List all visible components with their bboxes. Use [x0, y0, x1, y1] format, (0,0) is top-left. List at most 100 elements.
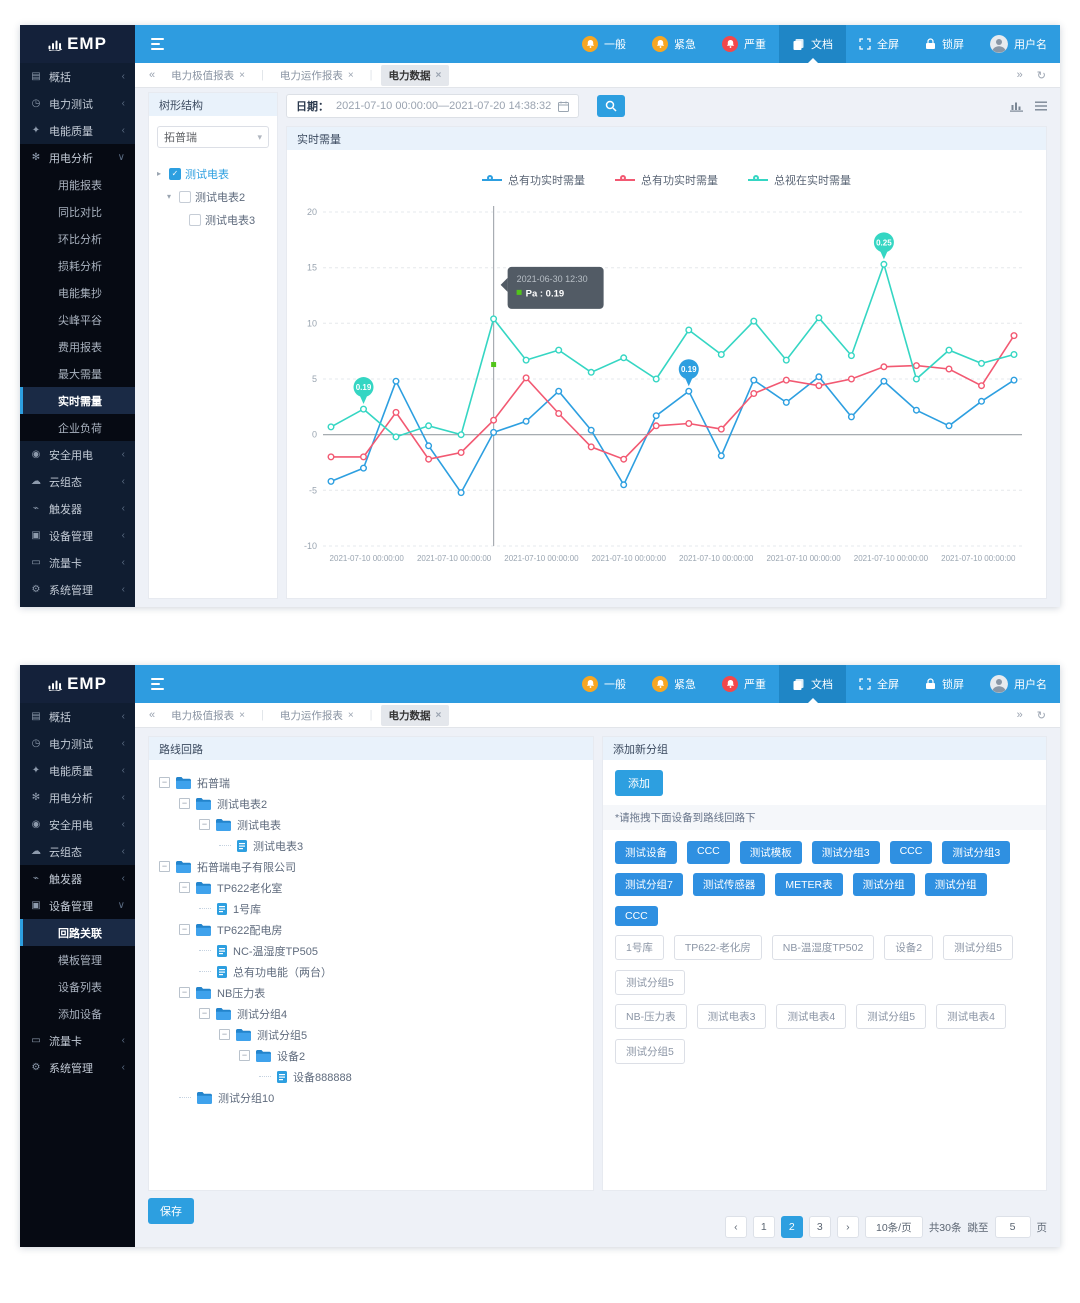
device-tag-测试分组3[interactable]: 测试分组3	[811, 841, 880, 864]
sidebar-item-安全用电[interactable]: ◉ 安全用电 ‹	[20, 441, 135, 468]
sidebar-subitem-同比对比[interactable]: 同比对比	[58, 206, 102, 219]
alert-item-alert-critical[interactable]: 严重	[709, 25, 779, 63]
tab-close-icon[interactable]: ×	[239, 709, 245, 721]
legend-item-2[interactable]: 总视在实时需量	[748, 172, 851, 188]
add-button[interactable]: 添加	[615, 770, 663, 796]
route-node-测试分组10[interactable]: 测试分组10	[179, 1087, 583, 1108]
alert-item-alert-urgent[interactable]: 紧急	[639, 25, 709, 63]
menu-item-docs[interactable]: 文档	[779, 665, 846, 703]
sidebar-subitem-回路关联[interactable]: 回路关联	[20, 919, 135, 946]
tab-电力极值报表[interactable]: 电力极值报表 ×	[163, 705, 253, 726]
tabs-collapse-icon[interactable]: «	[149, 69, 156, 81]
collapse-box-icon[interactable]: −	[199, 819, 210, 830]
route-node-拓普瑞电子有限公司[interactable]: − 拓普瑞电子有限公司	[159, 856, 583, 877]
tabs-expand-icon[interactable]: »	[1016, 708, 1023, 721]
alert-item-alert-general[interactable]: 一般	[569, 25, 639, 63]
device-tag-CCC[interactable]: CCC	[615, 906, 658, 926]
sidebar-item-用电分析[interactable]: ✻ 用电分析 ∨	[20, 144, 135, 171]
collapse-box-icon[interactable]: −	[219, 1029, 230, 1040]
route-node-拓普瑞[interactable]: − 拓普瑞	[159, 772, 583, 793]
sidebar-item-触发器[interactable]: ⌁ 触发器 ‹	[20, 495, 135, 522]
tab-电力数据[interactable]: 电力数据 ×	[380, 64, 450, 86]
sidebar-item-概括[interactable]: ▤ 概括 ‹	[20, 703, 135, 730]
chart-view-icon[interactable]	[1010, 101, 1023, 112]
device-tag-METER表[interactable]: METER表	[775, 873, 843, 896]
device-tag-NB-温湿度TP502[interactable]: NB-温湿度TP502	[771, 935, 875, 960]
tab-电力运作报表[interactable]: 电力运作报表 ×	[272, 65, 362, 86]
sidebar-subitem-尖峰平谷[interactable]: 尖峰平谷	[58, 314, 102, 327]
menu-item-docs[interactable]: 文档	[779, 25, 846, 63]
tab-close-icon[interactable]: ×	[239, 69, 245, 81]
tab-电力极值报表[interactable]: 电力极值报表 ×	[163, 65, 253, 86]
checkbox[interactable]: ✓	[169, 167, 181, 180]
arrow-down-icon[interactable]: ▾	[167, 192, 172, 201]
table-view-icon[interactable]	[1035, 101, 1047, 111]
sidebar-item-流量卡[interactable]: ▭ 流量卡 ‹	[20, 549, 135, 576]
tree-node-测试电表[interactable]: ▸ ✓ 测试电表	[157, 162, 269, 185]
device-tag-测试分组5[interactable]: 测试分组5	[943, 935, 1013, 960]
alert-item-alert-urgent[interactable]: 紧急	[639, 665, 709, 703]
route-node-测试分组5[interactable]: − 测试分组5	[219, 1024, 583, 1045]
alert-item-alert-critical[interactable]: 严重	[709, 665, 779, 703]
route-node-总有功电能（两台）[interactable]: 总有功电能（两台）	[199, 961, 583, 982]
sidebar-item-电能质量[interactable]: ✦ 电能质量 ‹	[20, 757, 135, 784]
tree-node-测试电表2[interactable]: ▾ 测试电表2	[167, 185, 269, 208]
sidebar-item-云组态[interactable]: ☁ 云组态 ‹	[20, 838, 135, 865]
legend-item-0[interactable]: 总有功实时需量	[482, 172, 585, 188]
device-tag-NB-压力表[interactable]: NB-压力表	[615, 1004, 687, 1029]
checkbox[interactable]	[189, 213, 201, 226]
device-tag-测试传感器[interactable]: 测试传感器	[692, 873, 766, 896]
tab-close-icon[interactable]: ×	[435, 709, 442, 721]
sidebar-item-电能质量[interactable]: ✦ 电能质量 ‹	[20, 117, 135, 144]
device-tag-CCC[interactable]: CCC	[687, 841, 730, 864]
menu-item-fullscreen[interactable]: 全屏	[846, 25, 912, 63]
page-button-2[interactable]: 2	[780, 1216, 803, 1238]
refresh-icon[interactable]: ↻	[1036, 709, 1046, 722]
tab-close-icon[interactable]: ×	[435, 69, 442, 81]
sidebar-item-概括[interactable]: ▤ 概括 ‹	[20, 63, 135, 90]
route-node-测试电表[interactable]: − 测试电表	[199, 814, 583, 835]
tab-电力数据[interactable]: 电力数据 ×	[380, 704, 450, 726]
device-tag-1号库[interactable]: 1号库	[615, 935, 664, 960]
device-tag-测试分组3[interactable]: 测试分组3	[942, 841, 1011, 864]
sidebar-subitem-电能集抄[interactable]: 电能集抄	[58, 287, 102, 300]
page-button-3[interactable]: 3	[808, 1216, 831, 1238]
org-select[interactable]: 拓普瑞 ▾	[157, 126, 269, 148]
device-tag-测试电表3[interactable]: 测试电表3	[696, 1004, 767, 1029]
collapse-box-icon[interactable]: −	[179, 987, 190, 998]
search-button[interactable]	[597, 95, 626, 117]
date-range-picker[interactable]: 日期： 2021-07-10 00:00:00—2021-07-20 14:38…	[286, 94, 580, 118]
sidebar-item-系统管理[interactable]: ⚙ 系统管理 ‹	[20, 576, 135, 603]
route-node-1号库[interactable]: 1号库	[199, 898, 583, 919]
prev-page-button[interactable]: ‹	[724, 1216, 747, 1238]
next-page-button[interactable]: ›	[836, 1216, 859, 1238]
device-tag-测试电表4[interactable]: 测试电表4	[936, 1004, 1006, 1029]
collapse-box-icon[interactable]: −	[159, 861, 170, 872]
checkbox[interactable]	[179, 190, 191, 203]
route-node-NB压力表[interactable]: − NB压力表	[179, 982, 583, 1003]
device-tag-测试分组5[interactable]: 测试分组5	[615, 1039, 685, 1064]
sidebar-subitem-环比分析[interactable]: 环比分析	[58, 233, 102, 246]
legend-item-1[interactable]: 总有功实时需量	[615, 172, 718, 188]
sidebar-item-安全用电[interactable]: ◉ 安全用电 ‹	[20, 811, 135, 838]
collapse-box-icon[interactable]: −	[179, 924, 190, 935]
sidebar-item-云组态[interactable]: ☁ 云组态 ‹	[20, 468, 135, 495]
sidebar-subitem-用能报表[interactable]: 用能报表	[58, 179, 102, 192]
jump-page-input[interactable]: 5	[994, 1216, 1031, 1238]
save-button[interactable]: 保存	[148, 1198, 194, 1224]
route-node-测试分组4[interactable]: − 测试分组4	[199, 1003, 583, 1024]
sidebar-subitem-费用报表[interactable]: 费用报表	[58, 341, 102, 354]
refresh-icon[interactable]: ↻	[1036, 69, 1046, 82]
page-button-1[interactable]: 1	[752, 1216, 775, 1238]
route-node-设备2[interactable]: − 设备2	[239, 1045, 583, 1066]
device-tag-测试分组5[interactable]: 测试分组5	[856, 1004, 927, 1029]
tree-node-测试电表3[interactable]: 测试电表3	[177, 208, 269, 231]
collapse-box-icon[interactable]: −	[199, 1008, 210, 1019]
device-tag-测试分组7[interactable]: 测试分组7	[615, 873, 683, 896]
menu-item-lockscreen[interactable]: 锁屏	[912, 25, 977, 63]
sidebar-subitem-损耗分析[interactable]: 损耗分析	[58, 260, 102, 273]
device-tag-TP622-老化房[interactable]: TP622-老化房	[673, 935, 762, 960]
tab-电力运作报表[interactable]: 电力运作报表 ×	[272, 705, 362, 726]
sidebar-item-用电分析[interactable]: ✻ 用电分析 ‹	[20, 784, 135, 811]
sidebar-item-电力测试[interactable]: ◷ 电力测试 ‹	[20, 90, 135, 117]
